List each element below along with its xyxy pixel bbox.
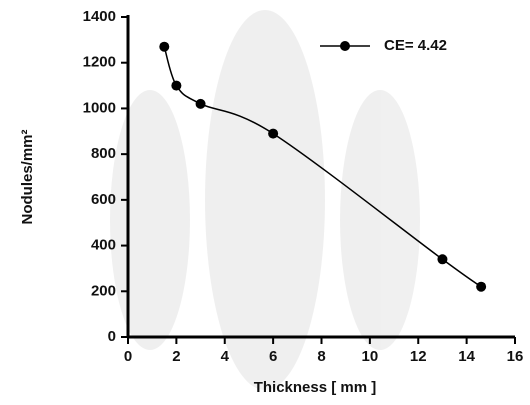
y-tick-label: 600 [91,191,116,208]
x-tick-label: 12 [410,348,427,365]
x-tick-label: 16 [507,348,524,365]
data-point [476,282,486,292]
x-axis-label: Thickness [ mm ] [254,379,377,396]
x-tick-label: 4 [221,348,230,365]
x-tick-label: 14 [458,348,475,365]
data-point [437,254,447,264]
y-tick-label: 0 [108,328,116,345]
data-point [196,99,206,109]
data-point [171,81,181,91]
y-tick-label: 1400 [83,8,116,25]
y-axis-label: Nodules/mm² [19,129,36,224]
chart: Thickness [ mm ] Nodules/mm² 0 200 400 600 8… [0,0,530,405]
data-point [268,129,278,139]
x-tick-label: 0 [124,348,132,365]
watermark [110,10,420,390]
y-tick-label: 200 [91,282,116,299]
data-point [159,42,169,52]
x-tick-label: 8 [317,348,325,365]
x-tick-label: 2 [172,348,180,365]
y-tick-label: 800 [91,145,116,162]
y-tick-label: 1000 [83,99,116,116]
legend-marker [340,41,350,51]
y-tick-label: 1200 [83,54,116,71]
y-tick-label: 400 [91,237,116,254]
legend-label: CE= 4.42 [384,37,447,54]
x-tick-label: 6 [269,348,277,365]
x-tick-label: 10 [362,348,379,365]
